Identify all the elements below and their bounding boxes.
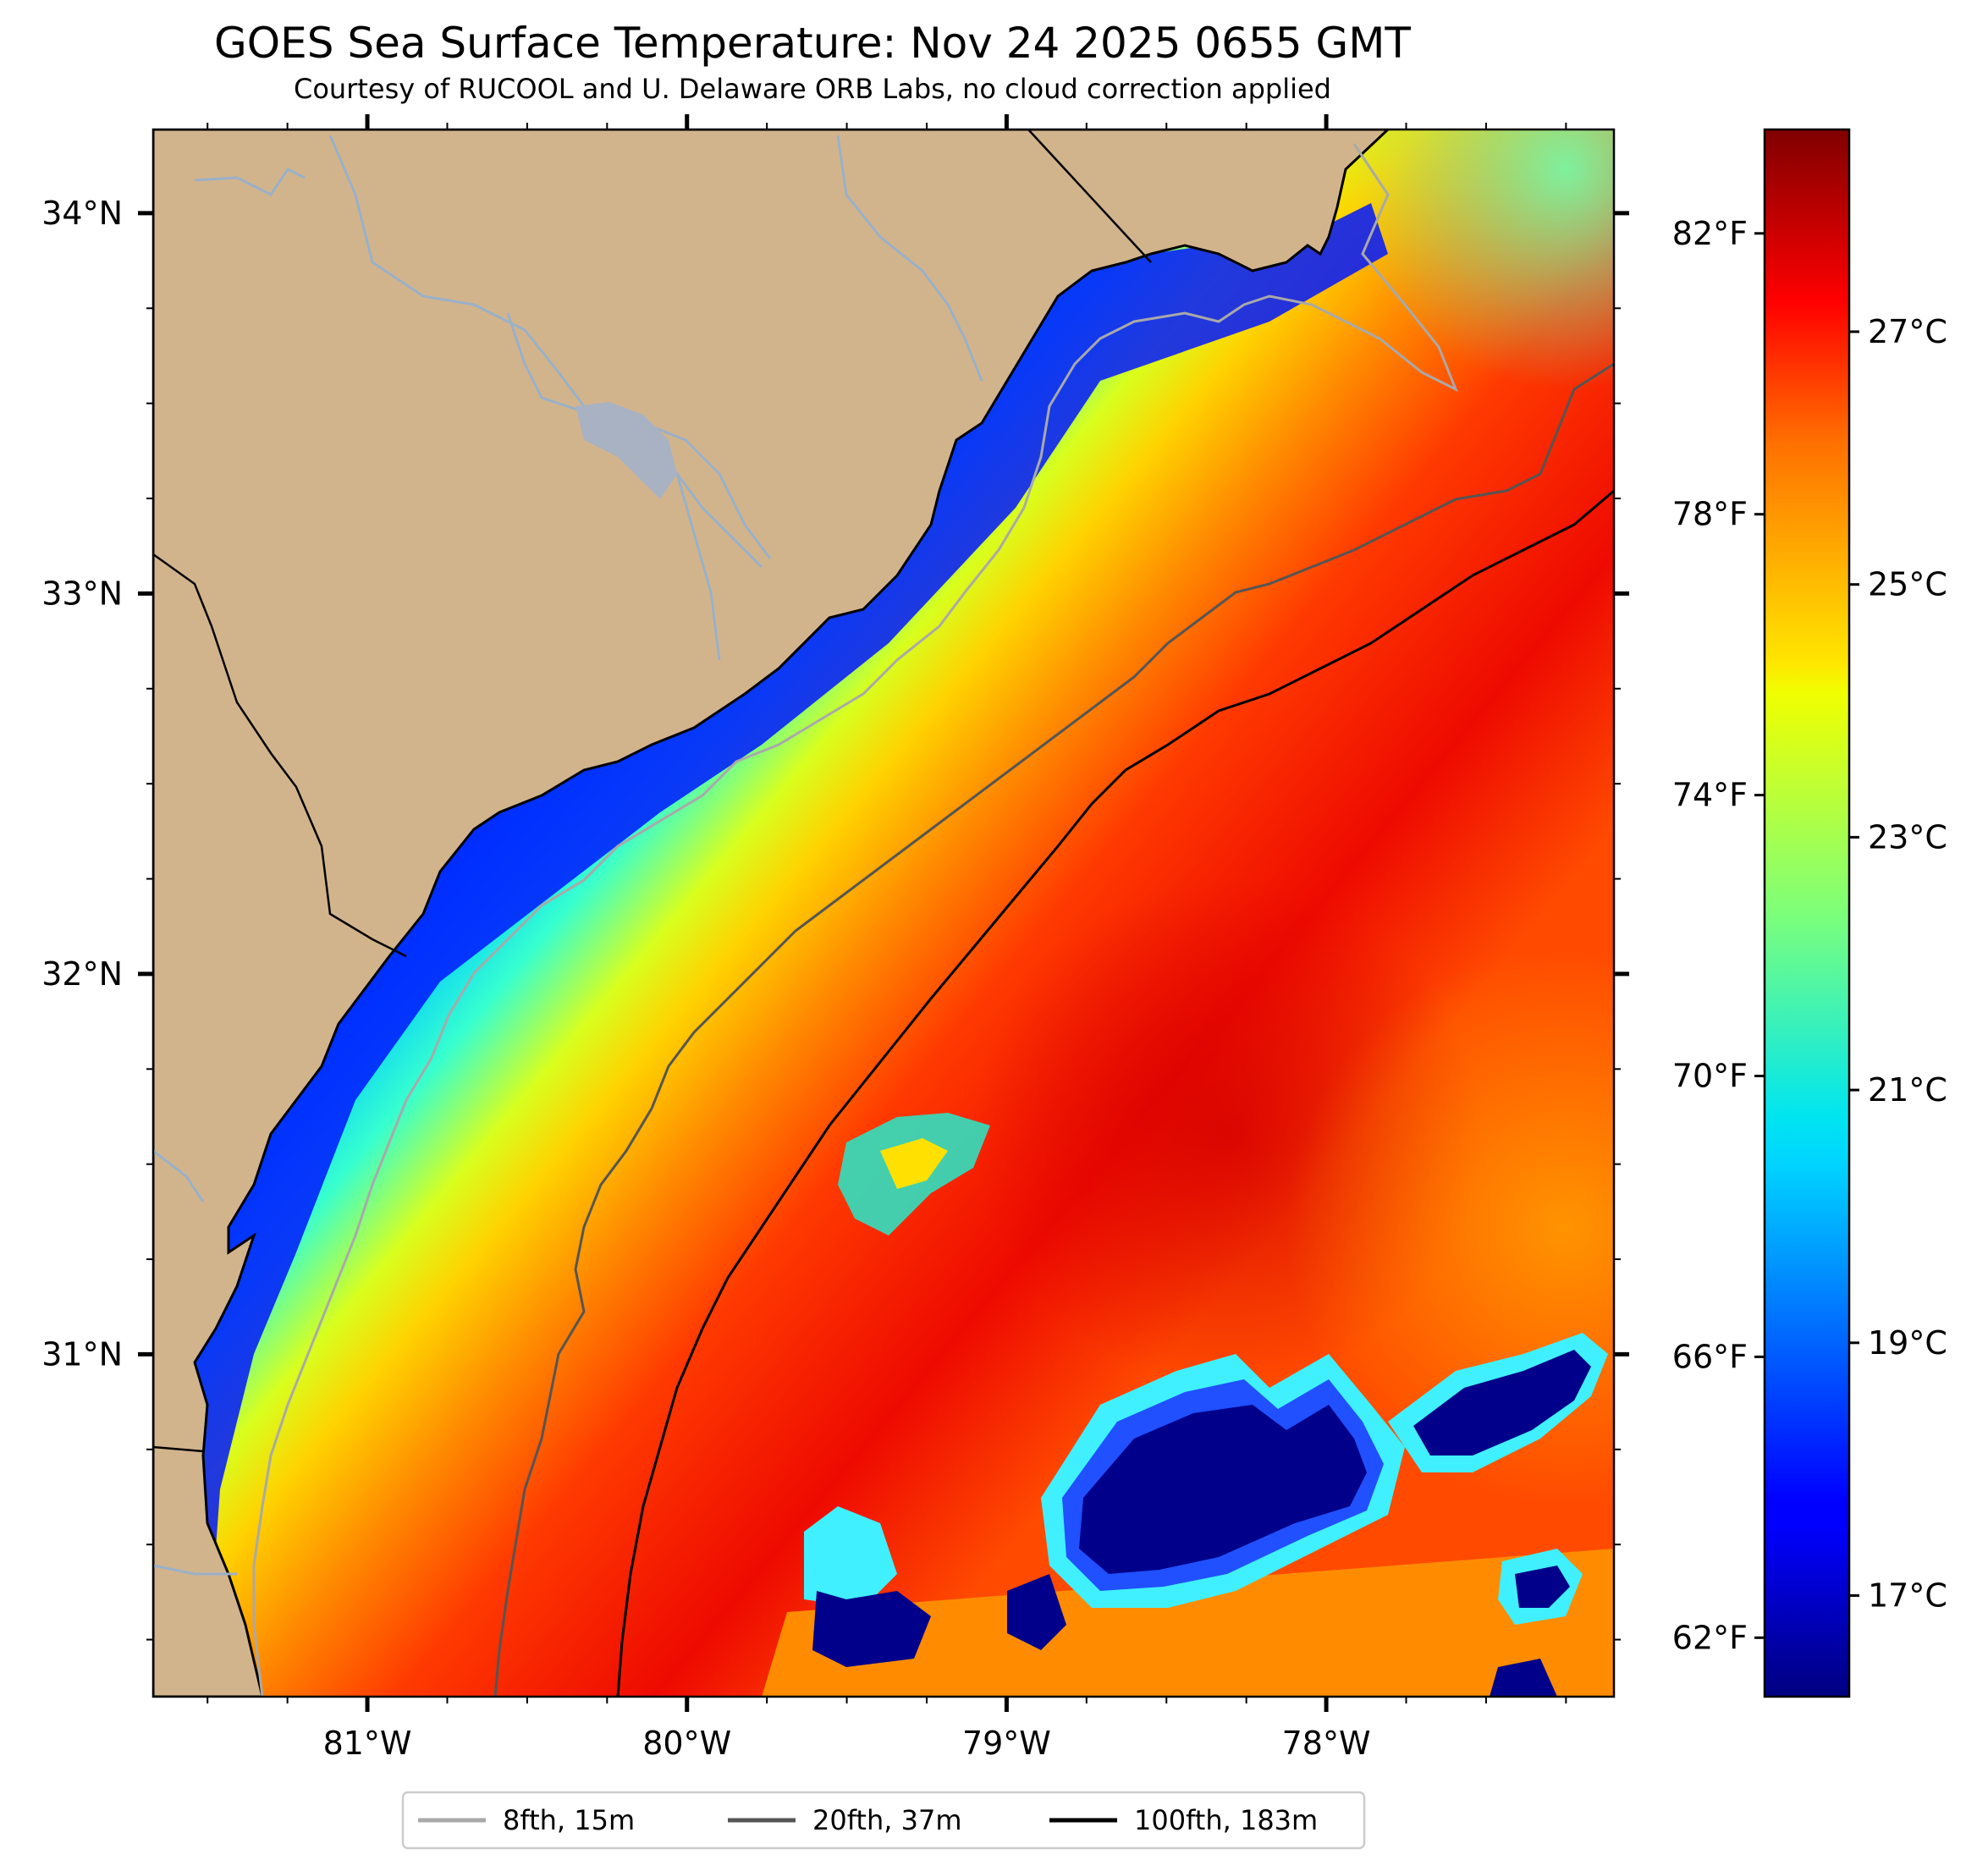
map-frame bbox=[151, 128, 1616, 1698]
celsius-tick-label: 23°C bbox=[1868, 818, 1947, 856]
legend-box bbox=[401, 1791, 1366, 1850]
celsius-tick-label: 25°C bbox=[1868, 566, 1947, 603]
inland-lake bbox=[575, 402, 677, 499]
lon-tick-label: 80°W bbox=[642, 1725, 731, 1762]
map-axis-ticks: 81°W 80°W 79°W 78°W 34°N 33°N 32°N 31°N bbox=[41, 114, 1629, 1762]
cool-patch-core bbox=[880, 1138, 948, 1189]
lat-tick-label: 31°N bbox=[41, 1335, 123, 1373]
legend: 8fth, 15m 20fth, 37m 100fth, 183m bbox=[401, 1791, 1366, 1850]
lon-tick-label: 81°W bbox=[323, 1725, 412, 1762]
celsius-tick-label: 17°C bbox=[1868, 1577, 1947, 1615]
colorbar-ticks: 62°F 66°F 70°F 74°F 78°F 82°F 17°C 19°C 21°C 23°C… bbox=[1672, 215, 1947, 1656]
lat-tick-label: 34°N bbox=[41, 195, 123, 232]
celsius-tick-label: 21°C bbox=[1868, 1071, 1947, 1109]
land bbox=[153, 129, 1390, 1697]
fahrenheit-tick-label: 66°F bbox=[1672, 1338, 1748, 1375]
celsius-tick-label: 19°C bbox=[1868, 1324, 1947, 1362]
lat-tick-label: 32°N bbox=[41, 955, 123, 993]
celsius-tick-label: 27°C bbox=[1868, 313, 1947, 350]
fahrenheit-tick-label: 82°F bbox=[1672, 215, 1748, 252]
contour-8fth bbox=[252, 143, 1458, 1697]
fahrenheit-tick-label: 62°F bbox=[1672, 1619, 1748, 1656]
contour-100fth bbox=[616, 489, 1614, 1697]
fahrenheit-tick-label: 78°F bbox=[1672, 496, 1748, 533]
cold-cloud-areas bbox=[804, 1333, 1608, 1697]
map-panel bbox=[153, 129, 1614, 1697]
page-subtitle: Courtesy of RUCOOL and U. Delaware ORB L… bbox=[294, 73, 1331, 105]
colorbar bbox=[1763, 128, 1851, 1698]
legend-label: 8fth, 15m bbox=[503, 1804, 635, 1836]
page-title: GOES Sea Surface Temperature: Nov 24 202… bbox=[214, 19, 1411, 68]
lon-tick-label: 79°W bbox=[962, 1725, 1051, 1762]
orange-south-band bbox=[762, 1549, 1614, 1697]
rivers bbox=[153, 135, 983, 1576]
state-borders bbox=[153, 129, 1152, 1453]
contour-20fth bbox=[493, 362, 1614, 1697]
legend-label: 100fth, 183m bbox=[1134, 1804, 1318, 1836]
lon-tick-label: 78°W bbox=[1282, 1725, 1371, 1762]
legend-label: 20fth, 37m bbox=[812, 1804, 961, 1836]
fahrenheit-tick-label: 70°F bbox=[1672, 1058, 1748, 1095]
fahrenheit-tick-label: 74°F bbox=[1672, 777, 1748, 814]
lat-tick-label: 33°N bbox=[41, 575, 123, 612]
